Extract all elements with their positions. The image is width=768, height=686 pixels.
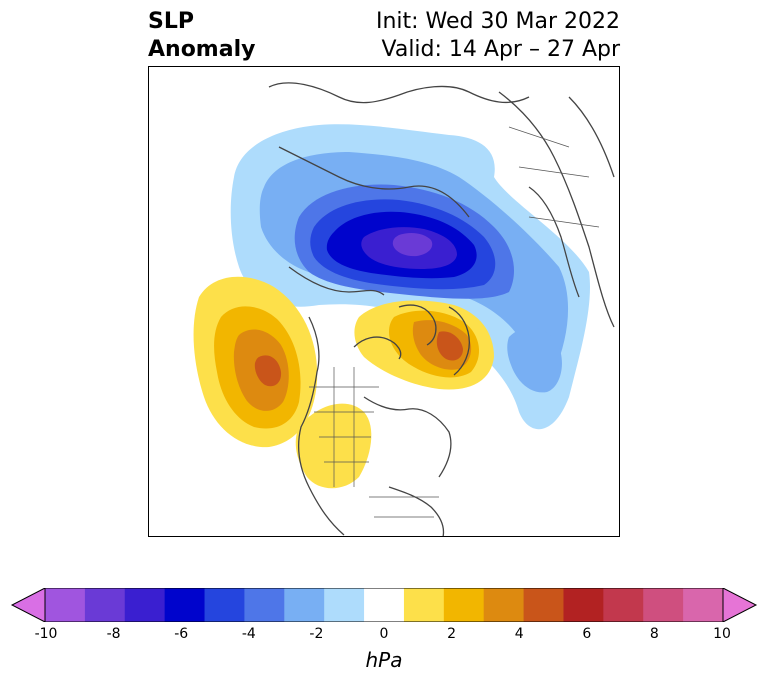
colorbar-cell (403, 588, 445, 622)
colorbar-cell (483, 588, 525, 622)
colorbar-tick-label: -6 (174, 626, 189, 642)
colorbar-tick-label: -4 (241, 626, 256, 642)
boundaries (309, 126, 600, 518)
coastlines (268, 82, 615, 536)
colorbar-max-arrow (722, 588, 758, 622)
colorbar-tick-label: 8 (649, 626, 659, 642)
colorbar (10, 588, 758, 622)
colorbar-tick-label: -2 (309, 626, 324, 642)
colorbar-cell (244, 588, 285, 622)
colorbar-cell (523, 588, 564, 622)
colorbar-cell (683, 588, 724, 622)
colorbar-cell (124, 588, 166, 622)
colorbar-cell (324, 588, 365, 622)
colorbar-units: hPa (365, 648, 403, 672)
anomaly-positive-pacific-core (254, 355, 282, 387)
colorbar-tick-label: 0 (379, 626, 389, 642)
colorbar-tick-label: 10 (713, 626, 731, 642)
title-line-1: SLP (148, 9, 194, 34)
slp-anomaly-map (193, 82, 615, 536)
title-line-2: Anomaly (148, 37, 256, 62)
colorbar-tick-label: 2 (447, 626, 457, 642)
colorbar-tick-label: -10 (34, 626, 58, 642)
valid-range: Valid: 14 Apr – 27 Apr (381, 37, 621, 62)
colorbar-cell (204, 588, 245, 622)
colorbar-tick-label: 6 (582, 626, 592, 642)
colorbar-tick-label: 4 (514, 626, 524, 642)
forecast-info: Init: Wed 30 Mar 2022 Valid: 14 Apr – 27… (376, 8, 620, 64)
colorbar-cell (443, 588, 485, 622)
init-date: Init: Wed 30 Mar 2022 (375, 9, 620, 34)
anomaly-positive-greenland-core (436, 331, 463, 361)
chart-title: SLP Anomaly (148, 8, 255, 64)
colorbar-cell (84, 588, 126, 622)
colorbar-tick-label: -8 (106, 626, 121, 642)
anomaly-positive-wna (295, 403, 372, 489)
colorbar-cell (164, 588, 206, 622)
colorbar-cell (563, 588, 604, 622)
anomaly-negative-core (392, 232, 433, 257)
colorbar-cell (364, 588, 405, 622)
colorbar-cell (603, 588, 644, 622)
colorbar-cell (643, 588, 684, 622)
anomaly-negative-europe (507, 327, 562, 393)
colorbar-ticks: -10 -8 -6 -4 -2 0 2 4 6 8 10 (0, 626, 768, 646)
colorbar-min-arrow (10, 588, 46, 622)
colorbar-cell (45, 588, 86, 622)
map-panel (148, 66, 620, 537)
colorbar-cell (284, 588, 325, 622)
